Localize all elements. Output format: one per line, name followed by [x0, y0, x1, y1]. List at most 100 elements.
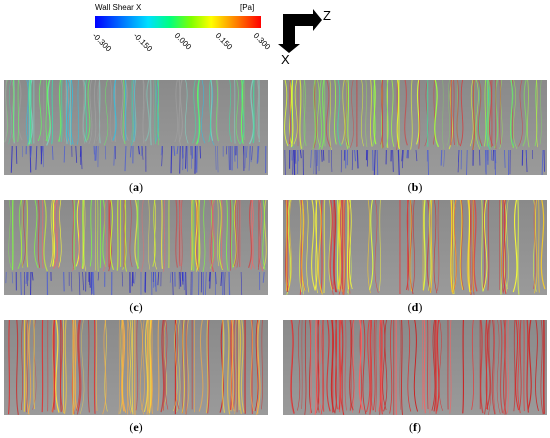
negative-shear-streak	[351, 149, 354, 171]
streamline	[502, 320, 507, 415]
streamline	[442, 80, 445, 150]
streamline	[297, 320, 301, 411]
streamline	[254, 320, 259, 412]
negative-shear-streak	[157, 271, 160, 286]
streamline	[512, 80, 518, 150]
streamline	[487, 80, 492, 149]
negative-shear-streak	[75, 145, 78, 163]
streamline	[358, 320, 364, 410]
streamline	[235, 80, 241, 144]
negative-shear-streak	[427, 149, 429, 175]
streamline	[21, 200, 26, 267]
streamline	[468, 200, 471, 292]
negative-shear-streak	[205, 271, 207, 295]
caption-d: (d)	[407, 300, 423, 314]
streamline	[424, 80, 429, 147]
negative-shear-streak	[215, 145, 217, 170]
streamline	[27, 80, 29, 146]
streamline	[109, 200, 114, 271]
streamline	[70, 80, 74, 145]
streamline	[314, 200, 318, 291]
streamline	[491, 320, 496, 415]
streamline	[17, 80, 19, 142]
streamline	[17, 80, 23, 141]
streamline	[225, 200, 229, 271]
colorbar-tick-label: 0.150	[213, 31, 235, 52]
streamline	[129, 320, 133, 413]
streamline	[499, 320, 504, 413]
streamline	[256, 320, 261, 415]
streamline	[452, 200, 454, 292]
streamline	[16, 320, 19, 415]
streamline	[469, 80, 474, 147]
streamline	[261, 320, 263, 410]
streamline	[336, 200, 341, 292]
streamline	[232, 320, 236, 410]
streamline	[162, 320, 167, 411]
streamline	[400, 320, 403, 415]
streamline	[450, 80, 453, 146]
streamline	[318, 320, 323, 415]
caption-e: (e)	[129, 420, 143, 434]
streamline	[480, 200, 484, 292]
negative-shear-streak	[321, 149, 323, 162]
streamline	[37, 80, 42, 142]
streamline	[482, 200, 488, 292]
negative-shear-streak	[195, 145, 198, 170]
negative-shear-streak	[181, 271, 184, 282]
panel-a	[4, 80, 268, 175]
streamline	[250, 200, 254, 270]
streamline	[248, 80, 255, 145]
streamline	[436, 320, 440, 412]
streamline	[526, 320, 530, 413]
streamline	[539, 80, 542, 145]
streamline	[478, 80, 483, 147]
streamline	[369, 320, 373, 415]
streamline	[51, 320, 54, 413]
streamline	[301, 320, 303, 410]
streamline	[303, 80, 307, 147]
negative-shear-streak	[172, 271, 174, 295]
streamline	[329, 200, 335, 290]
streamline	[347, 80, 350, 148]
streamline	[131, 80, 134, 146]
streamline	[349, 320, 355, 412]
streamline	[404, 80, 408, 146]
streamline	[362, 320, 367, 415]
streamline	[256, 80, 260, 141]
streamline	[217, 200, 220, 267]
streamline	[344, 320, 347, 411]
streamline	[25, 80, 31, 145]
streamline	[173, 320, 178, 412]
negative-shear-streak	[250, 145, 252, 163]
streamline	[13, 80, 15, 142]
colorbar-tick-label: -0.150	[131, 31, 155, 54]
streamline	[459, 80, 464, 147]
axis-z-label: Z	[323, 8, 331, 23]
negative-shear-streak	[21, 145, 24, 158]
streamline	[334, 80, 337, 145]
streamline	[79, 320, 85, 415]
streamline	[438, 320, 443, 411]
negative-shear-streak	[95, 145, 98, 161]
axes-indicator-icon	[278, 9, 322, 53]
negative-shear-streak	[244, 145, 247, 169]
streamline	[163, 200, 166, 272]
streamline	[433, 200, 438, 294]
streamline	[27, 320, 32, 415]
negative-shear-streak	[392, 149, 394, 172]
streamline	[234, 200, 238, 271]
streamline	[290, 320, 295, 414]
streamline	[534, 80, 538, 147]
negative-shear-streak	[51, 145, 54, 160]
streamline	[389, 320, 393, 414]
negative-shear-streak	[160, 145, 163, 156]
streamline	[473, 200, 478, 292]
streamline	[320, 320, 325, 415]
streamline	[77, 320, 82, 412]
streamline	[130, 80, 133, 144]
negative-shear-streak	[443, 149, 445, 167]
streamline	[152, 200, 156, 267]
panel-c	[4, 200, 268, 295]
streamline	[494, 80, 499, 149]
